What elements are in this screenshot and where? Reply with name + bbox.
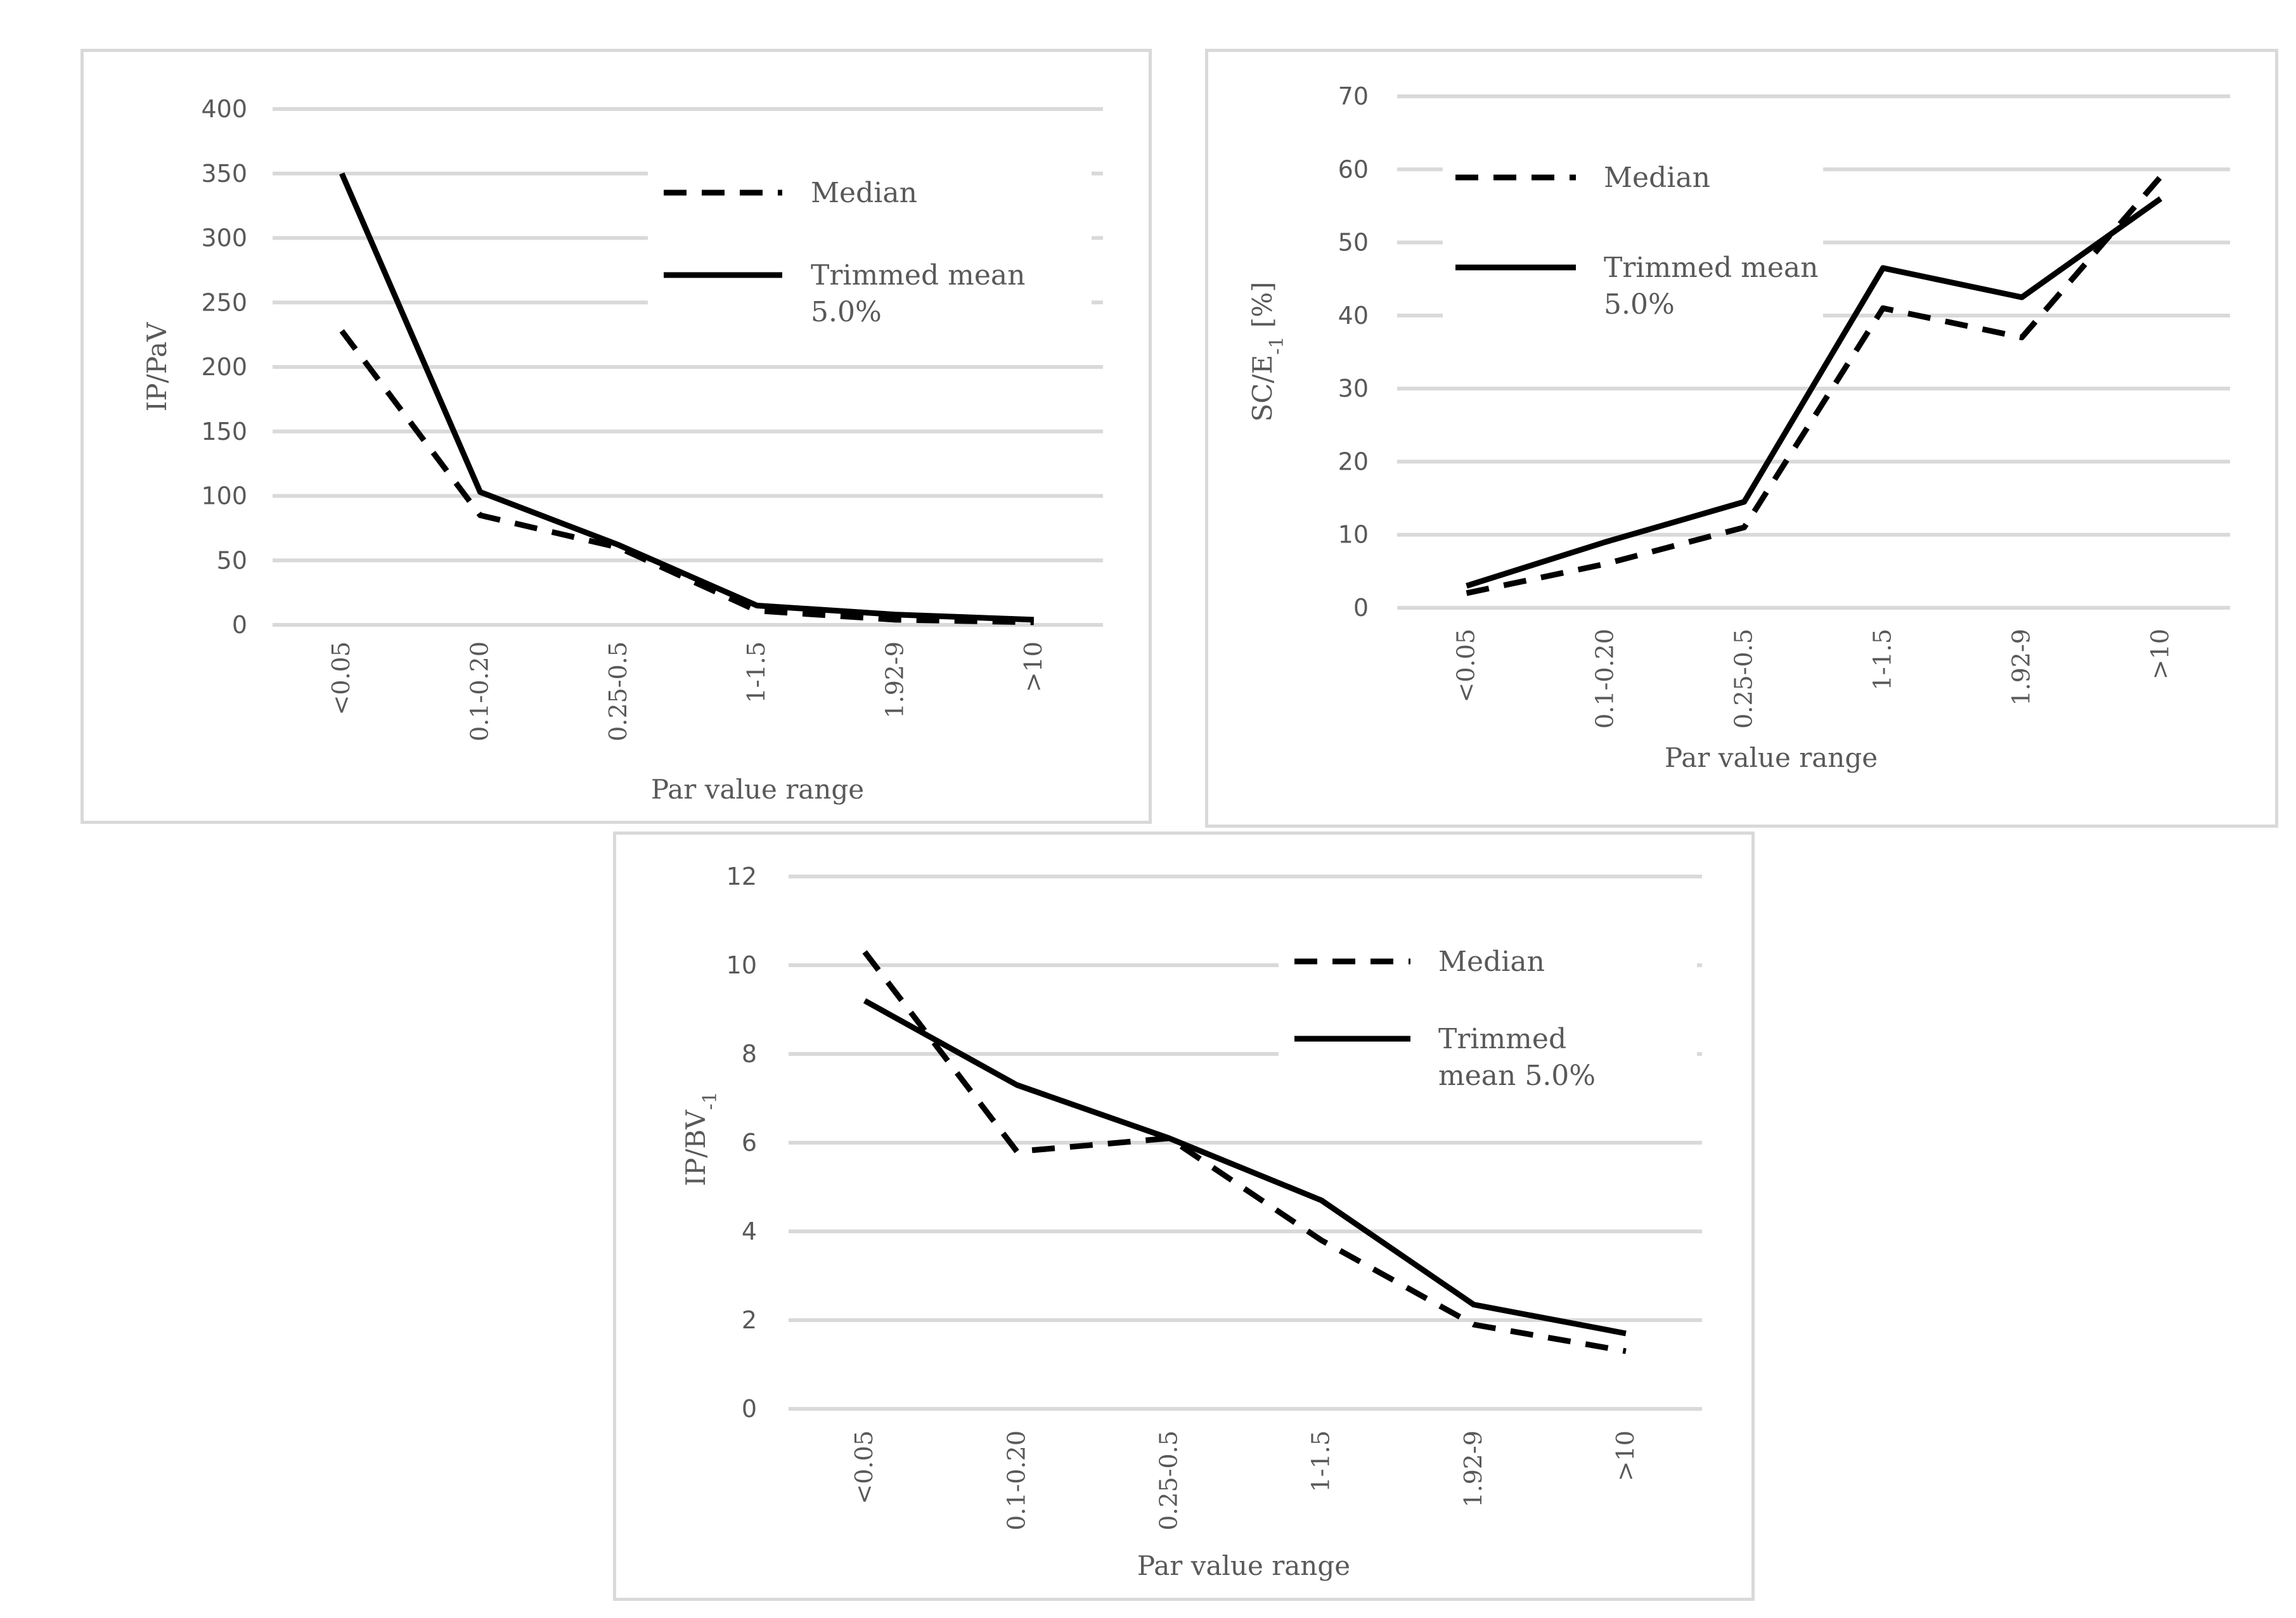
series-line-trimmed-mean-5-0 (863, 998, 1627, 1337)
x-tick-label: >10 (2146, 629, 2174, 679)
y-tick-label: 4 (742, 1217, 757, 1245)
x-tick-label: 1-1.5 (742, 641, 770, 703)
y-axis-label: IP/PaV (141, 322, 172, 411)
y-tick-label: 250 (201, 288, 247, 316)
legend-label: Median (811, 177, 917, 209)
y-tick-label: 150 (201, 418, 247, 446)
x-tick-label: 1.92-9 (881, 641, 909, 719)
x-tick-label: >10 (1019, 641, 1047, 692)
x-tick-label: 1-1.5 (1869, 629, 1897, 690)
chart-panel-sc-e1: 0 10 20 30 40 50 60 70 <0.05 0.1-0.20 0.25-0.5 1-1.… (1205, 49, 2278, 828)
legend-label: Trimmed (1438, 1023, 1566, 1055)
x-tick-label: <0.05 (1452, 629, 1480, 702)
chart-ip-bv1: 0 2 4 6 8 10 12 <0.05 0.1-0.20 0.25-0.5 1-1.5 1.92-… (680, 863, 1702, 1581)
series-line-trimmed-mean-5-0 (339, 172, 1035, 623)
y-axis-label: IP/BV-1 (680, 1091, 721, 1186)
x-tick-label: 1.92-9 (2008, 629, 2035, 706)
legend-label: Median (1438, 946, 1545, 978)
y-tick-label: 30 (1338, 375, 1369, 402)
legend-box (648, 153, 1092, 337)
y-tick-label: 60 (1338, 155, 1369, 183)
legend-label: 5.0% (1604, 288, 1675, 321)
y-tick-label: 200 (201, 353, 247, 381)
y-tick-label: 400 (201, 95, 247, 123)
x-tick-label: 0.1-0.20 (466, 641, 494, 742)
chart-panel-ip-bv1: 0 2 4 6 8 10 12 <0.05 0.1-0.20 0.25-0.5 1-1.5 1.92-… (613, 831, 1755, 1601)
y-tick-label: 10 (1338, 521, 1369, 549)
y-tick-label: 0 (742, 1395, 757, 1423)
legend-label: Trimmed mean (1604, 252, 1818, 284)
x-tick-label: 1.92-9 (1459, 1430, 1487, 1508)
y-tick-label: 50 (1338, 229, 1369, 257)
series-line-median (339, 329, 1034, 626)
y-tick-label: 50 (217, 546, 247, 574)
x-tick-label: 0.25-0.5 (604, 641, 632, 742)
chart-sc-e1: 0 10 20 30 40 50 60 70 <0.05 0.1-0.20 0.25-0.5 1-1.… (1247, 82, 2230, 773)
x-tick-label: 0.1-0.20 (1002, 1430, 1030, 1531)
chart-ip-pav: 0 50 100 150 200 250 300 350 400 <0.05 0.1-0.20 0.2… (141, 95, 1103, 805)
y-axis-label: SC/E-1 [%] (1247, 282, 1288, 422)
legend-label: Median (1604, 162, 1710, 194)
y-tick-label: 12 (726, 863, 757, 890)
y-tick-label: 100 (201, 482, 247, 510)
x-axis-label: Par value range (1665, 742, 1878, 773)
chart-panel-ip-pav: 0 50 100 150 200 250 300 350 400 <0.05 0.1-0.20 0.2… (81, 49, 1152, 824)
x-tick-label: 0.1-0.20 (1591, 629, 1619, 729)
y-tick-label: 300 (201, 224, 247, 252)
x-tick-label: <0.05 (850, 1430, 878, 1504)
y-tick-label: 6 (742, 1129, 757, 1157)
x-tick-label: >10 (1611, 1430, 1639, 1481)
y-tick-label: 40 (1338, 302, 1369, 330)
x-tick-label: <0.05 (327, 641, 355, 715)
y-tick-label: 20 (1338, 447, 1369, 475)
y-tick-label: 10 (726, 951, 757, 979)
series-line-trimmed-mean-5-0 (1466, 196, 2163, 589)
legend-box (1443, 141, 1823, 331)
x-tick-label: 1-1.5 (1307, 1430, 1335, 1492)
x-axis-label: Par value range (651, 774, 864, 805)
x-tick-label: 0.25-0.5 (1730, 629, 1758, 729)
series-line-median (1466, 174, 2163, 596)
legend-label: mean 5.0% (1438, 1060, 1596, 1092)
legend-box (1279, 923, 1697, 1114)
x-tick-label: 0.25-0.5 (1154, 1430, 1182, 1531)
y-tick-label: 350 (201, 160, 247, 188)
x-axis-label: Par value range (1137, 1550, 1350, 1581)
y-tick-label: 0 (1353, 594, 1369, 622)
y-tick-label: 0 (232, 611, 247, 639)
legend-label: 5.0% (811, 296, 882, 328)
legend-label: Trimmed mean (811, 259, 1025, 292)
y-tick-label: 2 (742, 1306, 757, 1334)
y-tick-label: 8 (742, 1040, 757, 1068)
series-line-median (862, 950, 1627, 1354)
y-tick-label: 70 (1338, 82, 1369, 110)
